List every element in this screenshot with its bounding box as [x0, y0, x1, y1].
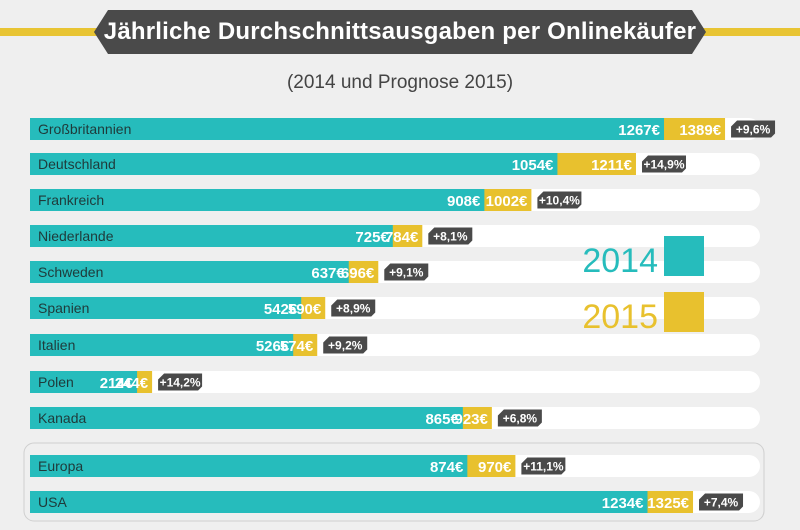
growth-badge: [699, 493, 744, 511]
bar-2014: [30, 371, 138, 393]
legend-swatch-2014: [664, 236, 704, 276]
value-label-2015: 1325€: [647, 495, 689, 512]
category-label: Spanien: [38, 300, 89, 316]
value-label-2015: 784€: [385, 229, 419, 246]
growth-badge: [331, 299, 376, 317]
title-ribbon: Jährliche Durchschnittsausgaben per Onli…: [0, 10, 800, 54]
value-label-2015: 590€: [288, 301, 322, 318]
bar-2014: [30, 153, 558, 175]
category-label: Kanada: [38, 410, 86, 426]
value-label-2015: 574€: [280, 338, 314, 355]
category-label: Italien: [38, 337, 75, 353]
category-label: Europa: [38, 458, 83, 474]
growth-label: +10,4%: [539, 194, 580, 208]
category-label: USA: [38, 494, 67, 510]
growth-label: +14,2%: [160, 376, 201, 390]
growth-badge: [158, 373, 203, 391]
growth-label: +11,1%: [523, 460, 564, 474]
growth-badge: [497, 409, 542, 427]
growth-badge: [537, 191, 582, 209]
category-label: Polen: [38, 374, 74, 390]
value-label-2015: 1389€: [679, 122, 721, 139]
value-label-2014: 908€: [447, 193, 481, 210]
bar-track: [30, 371, 760, 393]
value-label-2014: 526€: [256, 338, 290, 355]
bar-2014: [30, 334, 294, 356]
growth-label: +6,8%: [503, 412, 538, 426]
category-label: Schweden: [38, 264, 103, 280]
growth-label: +8,9%: [336, 302, 371, 316]
value-label-2015: 1002€: [486, 193, 528, 210]
value-label-2014: 1054€: [512, 157, 554, 174]
growth-label: +9,1%: [389, 266, 424, 280]
value-label-2014: 1267€: [618, 122, 660, 139]
chart-title: Jährliche Durchschnittsausgaben per Onli…: [94, 10, 706, 54]
value-label-2014: 1234€: [602, 495, 644, 512]
value-label-2014: 542€: [264, 301, 298, 318]
growth-badge: [521, 457, 566, 475]
bar-2014: [30, 225, 393, 247]
growth-label: +9,6%: [736, 123, 771, 137]
value-label-2015: 1211€: [591, 157, 633, 174]
bar-2014: [30, 491, 648, 513]
bar-2014: [30, 118, 665, 140]
growth-badge: [731, 120, 776, 138]
value-label-2014: 214€: [100, 375, 134, 392]
legend-swatch-2015: [664, 292, 704, 332]
value-label-2014: 874€: [430, 459, 464, 476]
category-label: Deutschland: [38, 156, 116, 172]
value-label-2014: 865€: [425, 411, 459, 428]
growth-badge: [384, 263, 429, 281]
category-label: Großbritannien: [38, 121, 131, 137]
bar-2014: [30, 455, 468, 477]
value-label-2015: 244€: [115, 375, 149, 392]
value-label-2014: 637€: [311, 265, 345, 282]
category-label: Frankreich: [38, 192, 104, 208]
group-box: [23, 442, 765, 522]
category-label: Niederlande: [38, 228, 114, 244]
growth-badge: [428, 227, 473, 245]
bar-2014: [30, 261, 349, 283]
value-label-2015: 970€: [478, 459, 512, 476]
chart-subtitle: (2014 und Prognose 2015): [286, 72, 514, 93]
bar-2014: [30, 407, 463, 429]
value-label-2015: 696€: [341, 265, 375, 282]
growth-label: +14,9%: [643, 158, 684, 172]
value-label-2015: 923€: [454, 411, 488, 428]
growth-badge: [323, 336, 368, 354]
bar-2014: [30, 189, 485, 211]
legend-label: 2014: [582, 242, 658, 280]
value-label-2014: 725€: [355, 229, 389, 246]
growth-badge: [641, 155, 686, 173]
growth-label: +8,1%: [433, 230, 468, 244]
growth-label: +9,2%: [328, 339, 363, 353]
growth-label: +7,4%: [704, 496, 739, 510]
legend-label: 2015: [582, 298, 658, 336]
bar-2014: [30, 297, 302, 319]
